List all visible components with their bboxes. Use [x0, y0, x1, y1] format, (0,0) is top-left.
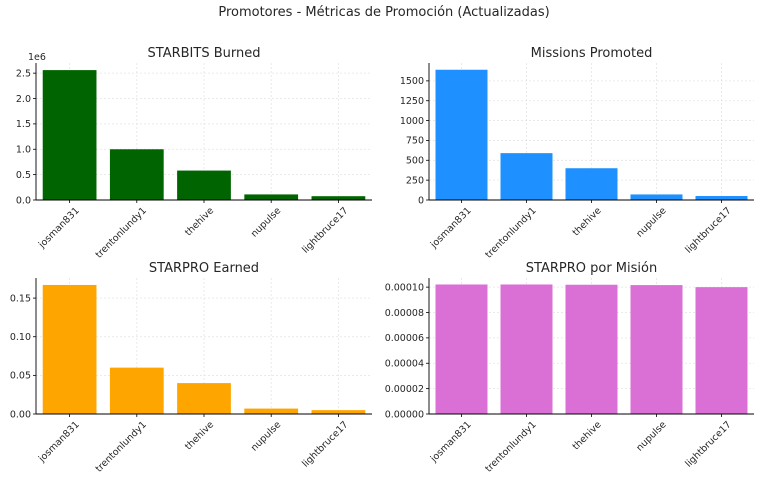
y-tick-label: 2.0 [16, 94, 31, 105]
y-tick-label: 0.00006 [385, 333, 424, 344]
chart-title: STARPRO por Misión [526, 261, 657, 276]
bar-nupulse [244, 194, 299, 200]
bar-nupulse [630, 194, 683, 200]
y-tick-label: 0.00 [10, 409, 31, 420]
bar-trentonlundy1 [109, 367, 164, 414]
bar-trentonlundy1 [500, 153, 553, 200]
chart-title: Missions Promoted [531, 46, 653, 61]
chart-title: STARPRO Earned [149, 261, 259, 276]
bar-josman831 [435, 69, 488, 200]
bar-thehive [565, 284, 618, 414]
y-tick-label: 500 [406, 156, 424, 167]
bar-lightbruce17 [311, 196, 366, 200]
chart-title: STARBITS Burned [148, 46, 261, 61]
bar-lightbruce17 [695, 287, 748, 414]
y-tick-label: 250 [406, 175, 424, 186]
y-tick-label: 0.10 [10, 332, 31, 343]
y-tick-label: 0.15 [10, 293, 31, 304]
bar-nupulse [244, 408, 299, 414]
bar-trentonlundy1 [500, 284, 553, 414]
y-tick-label: 0.00008 [385, 308, 424, 319]
y-tick-label: 1250 [400, 96, 424, 107]
y-tick-label: 0.0 [16, 195, 31, 206]
y-tick-label: 1.5 [16, 119, 31, 130]
y-tick-label: 2.5 [16, 68, 31, 79]
y-tick-label: 1.0 [16, 145, 31, 156]
bar-thehive [565, 168, 618, 200]
bar-josman831 [42, 70, 97, 201]
bar-josman831 [435, 284, 488, 414]
y-scale-label: 1e6 [28, 52, 46, 63]
y-tick-label: 0.00004 [385, 359, 424, 370]
y-tick-label: 1000 [400, 116, 424, 127]
bar-lightbruce17 [311, 410, 366, 414]
y-tick-label: 0.00000 [385, 409, 424, 420]
bar-lightbruce17 [695, 196, 748, 200]
y-tick-label: 0.05 [10, 371, 31, 382]
y-tick-label: 0.00010 [385, 282, 424, 293]
bar-trentonlundy1 [109, 149, 164, 200]
y-tick-label: 1500 [400, 76, 424, 87]
bar-thehive [177, 383, 231, 414]
figure-title: Promotores - Métricas de Promoción (Actu… [218, 5, 549, 20]
y-tick-label: 750 [406, 136, 424, 147]
y-tick-label: 0 [418, 195, 424, 206]
bar-nupulse [630, 285, 683, 414]
y-tick-label: 0.5 [16, 170, 31, 181]
y-tick-label: 0.00002 [385, 384, 424, 395]
bar-thehive [177, 170, 231, 200]
bar-josman831 [42, 284, 97, 414]
